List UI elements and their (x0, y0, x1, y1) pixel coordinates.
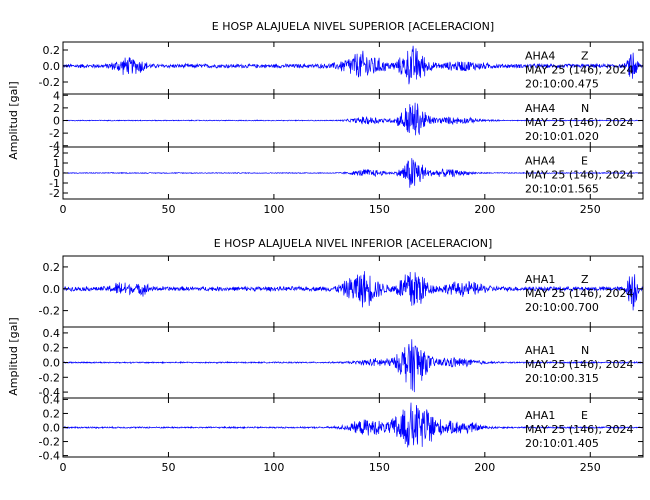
x-tick-label: 200 (474, 461, 495, 474)
y-axis-label: Amplitud [gal] (7, 317, 20, 395)
y-tick-label: 0 (53, 115, 60, 128)
y-tick-label: 0.2 (43, 407, 61, 420)
trace-date: MAY 25 (146), 2024 (525, 423, 633, 436)
x-tick-label: 0 (60, 461, 67, 474)
chart-title: E HOSP ALAJUELA NIVEL INFERIOR [ACELERAC… (214, 237, 493, 250)
station-code: AHA1 (525, 344, 555, 357)
y-tick-label: -0.2 (39, 371, 60, 384)
chart-panel-2: E HOSP ALAJUELA NIVEL INFERIOR [ACELERAC… (7, 237, 644, 474)
trace-date: MAY 25 (146), 2024 (525, 358, 633, 371)
y-tick-label: -0.2 (39, 76, 60, 89)
y-tick-label: 0.4 (43, 393, 61, 406)
y-tick-label: -0.4 (39, 450, 60, 463)
y-tick-label: 4 (53, 89, 60, 102)
y-tick-label: 0.2 (43, 342, 61, 355)
trace-date: MAY 25 (146), 2024 (525, 64, 633, 77)
x-tick-label: 50 (161, 203, 175, 216)
waveform-line (63, 402, 643, 448)
chart-title: E HOSP ALAJUELA NIVEL SUPERIOR [ACELERAC… (212, 20, 494, 33)
trace-date: MAY 25 (146), 2024 (525, 169, 633, 182)
component-code: N (581, 344, 589, 357)
chart-panel-1: E HOSP ALAJUELA NIVEL SUPERIOR [ACELERAC… (7, 20, 644, 216)
waveform-line (63, 158, 643, 188)
y-tick-label: -4 (49, 140, 60, 153)
y-tick-label: 0.4 (43, 327, 61, 340)
y-tick-label: -2 (49, 187, 60, 200)
y-tick-label: 2 (53, 102, 60, 115)
y-tick-label: 0.2 (43, 261, 61, 274)
trace-time: 20:10:00.700 (525, 301, 599, 314)
station-code: AHA1 (525, 273, 555, 286)
x-tick-label: 100 (263, 203, 284, 216)
trace-date: MAY 25 (146), 2024 (525, 287, 633, 300)
waveform-line (63, 102, 643, 136)
station-code: AHA4 (525, 155, 555, 168)
component-code: E (581, 409, 588, 422)
station-code: AHA4 (525, 102, 555, 115)
component-code: Z (581, 273, 589, 286)
x-tick-label: 200 (474, 203, 495, 216)
trace-time: 20:10:00.315 (525, 372, 599, 385)
y-tick-label: -0.4 (39, 386, 60, 399)
y-tick-label: 0.0 (43, 60, 61, 73)
y-tick-label: 0.2 (43, 44, 61, 57)
x-tick-label: 150 (369, 203, 390, 216)
y-tick-label: 0 (53, 167, 60, 180)
x-tick-label: 150 (369, 461, 390, 474)
x-tick-label: 50 (161, 461, 175, 474)
y-tick-label: 2 (53, 147, 60, 160)
station-code: AHA4 (525, 50, 555, 63)
y-tick-label: 1 (53, 157, 60, 170)
x-tick-label: 250 (580, 203, 601, 216)
waveform-line (63, 271, 643, 311)
waveform-line (63, 339, 643, 393)
component-code: Z (581, 50, 589, 63)
x-tick-label: 100 (263, 461, 284, 474)
trace-time: 20:10:01.405 (525, 437, 599, 450)
y-tick-label: 0.0 (43, 283, 61, 296)
y-tick-label: -2 (49, 127, 60, 140)
y-axis-label: Amplitud [gal] (7, 81, 20, 159)
station-code: AHA1 (525, 409, 555, 422)
trace-time: 20:10:01.565 (525, 183, 599, 196)
x-tick-label: 250 (580, 461, 601, 474)
waveform-line (63, 45, 643, 85)
x-tick-label: 0 (60, 203, 67, 216)
trace-time: 20:10:00.475 (525, 78, 599, 91)
y-tick-label: 0.0 (43, 422, 61, 435)
trace-time: 20:10:01.020 (525, 130, 599, 143)
trace-date: MAY 25 (146), 2024 (525, 116, 633, 129)
y-tick-label: -1 (49, 177, 60, 190)
component-code: E (581, 155, 588, 168)
y-tick-label: 0.0 (43, 357, 61, 370)
y-tick-label: -0.2 (39, 305, 60, 318)
y-tick-label: -0.2 (39, 436, 60, 449)
component-code: N (581, 102, 589, 115)
